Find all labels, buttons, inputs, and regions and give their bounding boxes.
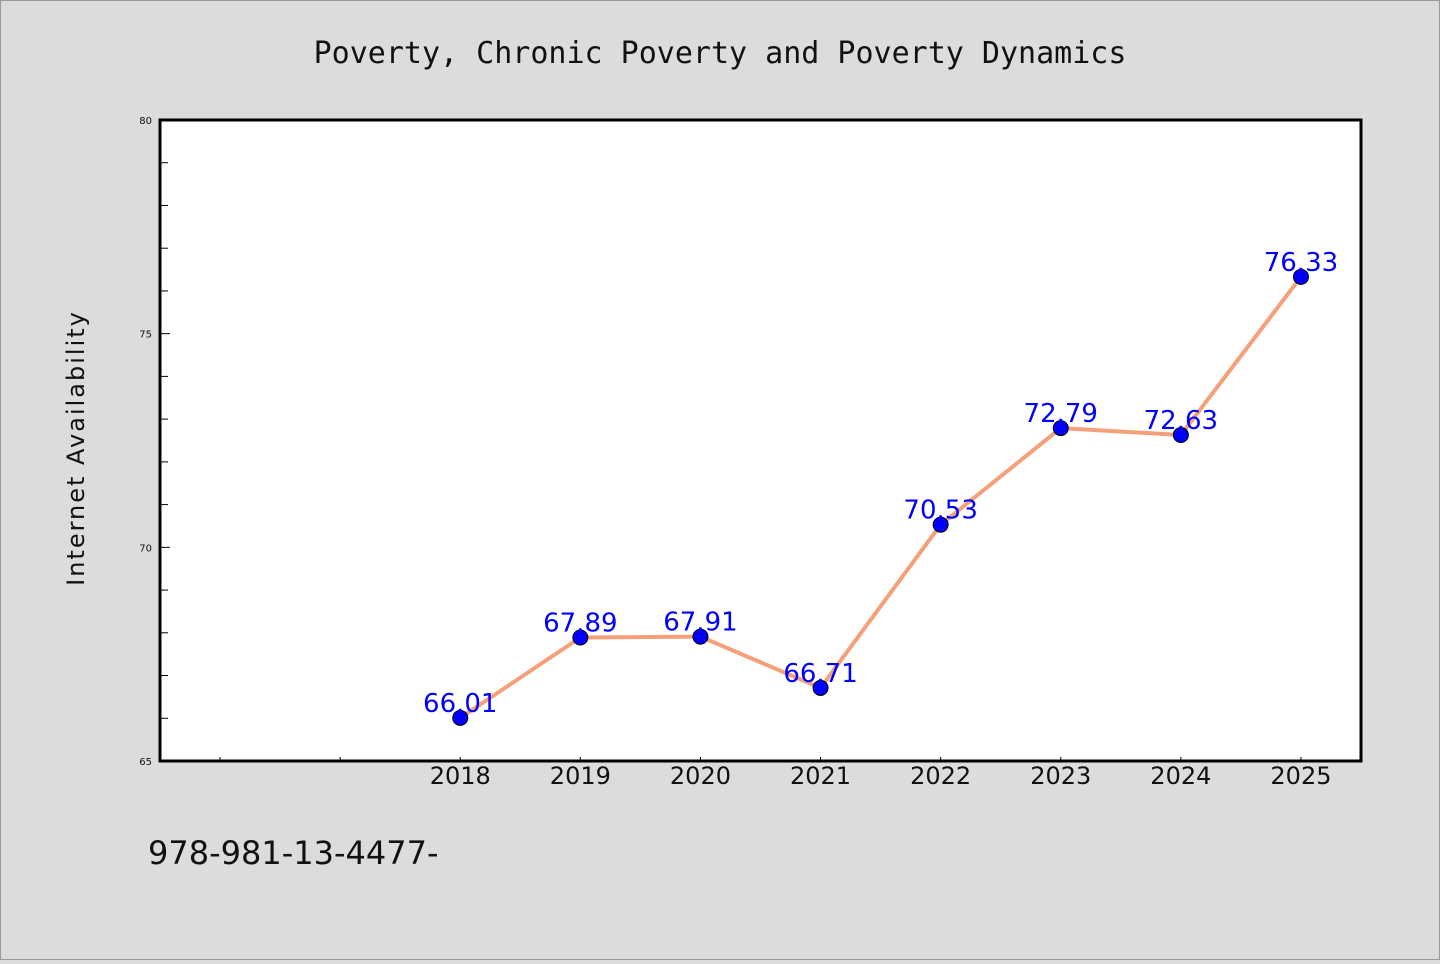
- data-label: 72.79: [1024, 399, 1098, 429]
- y-tick-label: 65: [139, 757, 152, 768]
- data-label: 66.01: [423, 689, 497, 719]
- y-axis-label: Internet Availability: [62, 310, 90, 586]
- y-tick-label: 75: [139, 330, 152, 341]
- series-group: 66.01 67.89 67.91 66.71 70.53 72.79 72.63 76.33: [423, 248, 1338, 726]
- y-tick-label: 80: [139, 116, 152, 127]
- x-tick-label: 2025: [1270, 762, 1331, 790]
- data-point: [572, 629, 589, 646]
- footer-text: 978-981-13-4477-: [148, 834, 439, 872]
- data-label: 76.33: [1264, 248, 1338, 278]
- data-label: 66.71: [783, 659, 857, 689]
- x-axis-ticks: 2018 2019 2020 2021 2022 2023 2024 2025: [219, 757, 1331, 790]
- series-line: [459, 275, 1303, 720]
- data-point: [932, 516, 949, 533]
- data-label: 67.91: [663, 608, 737, 638]
- data-point: [1292, 268, 1309, 285]
- data-point: [1172, 426, 1189, 443]
- chart-title: Poverty, Chronic Poverty and Poverty Dyn…: [314, 36, 1127, 71]
- data-point: [812, 679, 829, 696]
- data-label: 72.63: [1144, 406, 1218, 436]
- data-point: [452, 709, 469, 726]
- x-tick-label: 2019: [550, 762, 611, 790]
- data-point: [1052, 420, 1069, 437]
- x-tick-label: 2022: [910, 762, 971, 790]
- x-tick-label: 2020: [670, 762, 731, 790]
- x-tick-label: 2023: [1030, 762, 1091, 790]
- data-label: 70.53: [903, 496, 977, 526]
- y-axis-ticks: 65 70 75 80: [139, 116, 170, 768]
- x-tick-label: 2024: [1150, 762, 1211, 790]
- x-tick-label: 2021: [790, 762, 851, 790]
- x-tick-label: 2018: [430, 762, 491, 790]
- y-tick-label: 70: [139, 543, 152, 554]
- plot-area: [158, 118, 1363, 763]
- data-label: 67.89: [543, 609, 617, 639]
- data-point: [692, 628, 709, 645]
